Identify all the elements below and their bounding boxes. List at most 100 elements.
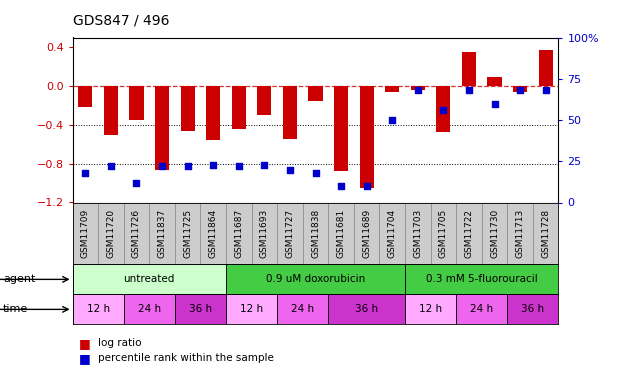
- Bar: [436, 86, 451, 132]
- Text: 12 h: 12 h: [240, 304, 263, 314]
- Bar: [507, 294, 558, 324]
- Bar: [78, 86, 92, 107]
- Text: GSM11704: GSM11704: [387, 209, 397, 258]
- Bar: [430, 202, 456, 264]
- Text: log ratio: log ratio: [98, 338, 141, 348]
- Bar: [411, 86, 425, 90]
- Bar: [456, 202, 481, 264]
- Point: [413, 87, 423, 93]
- Text: 36 h: 36 h: [521, 304, 545, 314]
- Bar: [155, 86, 169, 171]
- Bar: [98, 202, 124, 264]
- Point: [182, 163, 192, 169]
- Text: untreated: untreated: [124, 274, 175, 284]
- Point: [310, 170, 321, 176]
- Bar: [180, 86, 195, 130]
- Bar: [201, 202, 226, 264]
- Text: 12 h: 12 h: [419, 304, 442, 314]
- Text: GSM11838: GSM11838: [311, 209, 320, 258]
- Bar: [303, 202, 328, 264]
- Text: 12 h: 12 h: [86, 304, 110, 314]
- Point: [285, 166, 295, 172]
- Text: 0.3 mM 5-fluorouracil: 0.3 mM 5-fluorouracil: [426, 274, 538, 284]
- Bar: [328, 294, 405, 324]
- Text: time: time: [3, 304, 28, 314]
- Bar: [226, 264, 405, 294]
- Text: percentile rank within the sample: percentile rank within the sample: [98, 353, 274, 363]
- Bar: [175, 202, 201, 264]
- Bar: [360, 86, 374, 188]
- Point: [362, 183, 372, 189]
- Point: [336, 183, 346, 189]
- Text: 36 h: 36 h: [189, 304, 212, 314]
- Text: GSM11693: GSM11693: [260, 209, 269, 258]
- Bar: [507, 202, 533, 264]
- Bar: [206, 86, 220, 140]
- Text: GSM11689: GSM11689: [362, 209, 371, 258]
- Bar: [232, 86, 246, 129]
- Bar: [277, 202, 303, 264]
- Text: agent: agent: [3, 274, 35, 284]
- Point: [439, 107, 449, 113]
- Point: [387, 117, 398, 123]
- Text: GSM11681: GSM11681: [336, 209, 346, 258]
- Point: [208, 162, 218, 168]
- Text: GSM11864: GSM11864: [209, 209, 218, 258]
- Point: [157, 163, 167, 169]
- Text: GSM11705: GSM11705: [439, 209, 448, 258]
- Point: [515, 87, 525, 93]
- Bar: [488, 77, 502, 86]
- Bar: [354, 202, 379, 264]
- Point: [131, 180, 141, 186]
- Text: GSM11837: GSM11837: [158, 209, 167, 258]
- Text: ■: ■: [79, 337, 91, 350]
- Text: GSM11720: GSM11720: [107, 209, 115, 258]
- Text: GSM11687: GSM11687: [234, 209, 244, 258]
- Text: GSM11725: GSM11725: [183, 209, 192, 258]
- Text: 0.9 uM doxorubicin: 0.9 uM doxorubicin: [266, 274, 365, 284]
- Text: GSM11709: GSM11709: [81, 209, 90, 258]
- Text: GSM11728: GSM11728: [541, 209, 550, 258]
- Point: [233, 163, 244, 169]
- Bar: [481, 202, 507, 264]
- Bar: [379, 202, 405, 264]
- Text: GSM11726: GSM11726: [132, 209, 141, 258]
- Text: GSM11722: GSM11722: [464, 209, 473, 258]
- Bar: [385, 86, 399, 92]
- Bar: [252, 202, 277, 264]
- Bar: [462, 52, 476, 86]
- Bar: [513, 86, 527, 92]
- Bar: [533, 202, 558, 264]
- Bar: [104, 86, 118, 135]
- Bar: [175, 294, 226, 324]
- Text: GDS847 / 496: GDS847 / 496: [73, 13, 169, 27]
- Point: [259, 162, 269, 168]
- Bar: [405, 294, 456, 324]
- Point: [490, 100, 500, 106]
- Bar: [277, 294, 328, 324]
- Bar: [405, 202, 430, 264]
- Bar: [328, 202, 354, 264]
- Bar: [226, 202, 252, 264]
- Bar: [405, 264, 558, 294]
- Bar: [73, 202, 98, 264]
- Text: GSM11713: GSM11713: [516, 209, 524, 258]
- Text: 36 h: 36 h: [355, 304, 378, 314]
- Point: [541, 87, 551, 93]
- Bar: [334, 86, 348, 171]
- Point: [464, 87, 474, 93]
- Text: 24 h: 24 h: [470, 304, 493, 314]
- Bar: [539, 50, 553, 86]
- Bar: [73, 294, 124, 324]
- Bar: [124, 294, 175, 324]
- Text: 24 h: 24 h: [291, 304, 314, 314]
- Bar: [257, 86, 271, 115]
- Bar: [129, 86, 143, 120]
- Text: 24 h: 24 h: [138, 304, 161, 314]
- Bar: [73, 264, 226, 294]
- Text: GSM11730: GSM11730: [490, 209, 499, 258]
- Bar: [150, 202, 175, 264]
- Point: [106, 163, 116, 169]
- Bar: [226, 294, 277, 324]
- Bar: [283, 86, 297, 140]
